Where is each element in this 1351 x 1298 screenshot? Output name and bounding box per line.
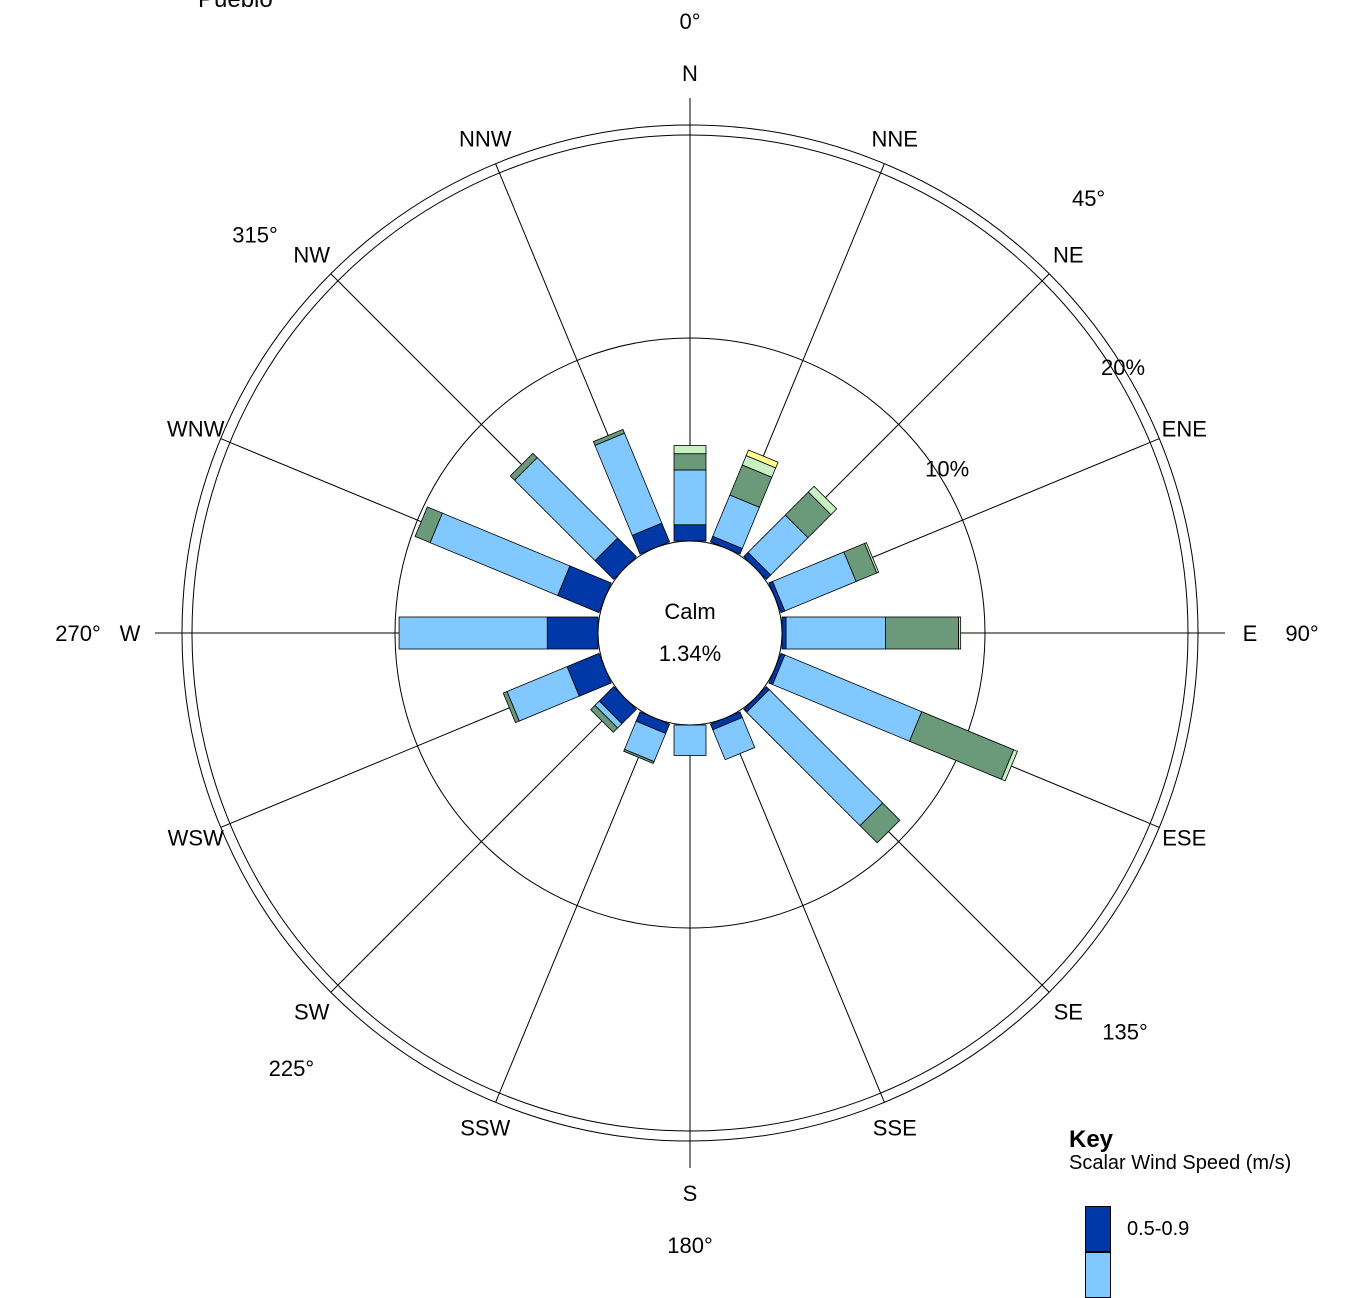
bar-segment-S-0.9-3.6 (673, 724, 707, 756)
bar-segment-E-5.7-8.8 (958, 616, 962, 650)
angle-label-135: 135° (1102, 1020, 1148, 1045)
bar-segment-WNW-0.9-3.6 (429, 512, 571, 597)
bar-segment-WSW-3.6-5.7 (502, 690, 520, 724)
legend: Key Scalar Wind Speed (m/s) 0.5-0.9 (1069, 1126, 1292, 1298)
legend-item-label: 0.5-0.9 (1127, 1217, 1190, 1240)
bar-N (673, 445, 707, 542)
direction-label-ESE: ESE (1162, 826, 1206, 851)
direction-label-S: S (683, 1181, 698, 1206)
calm-label: Calm (664, 599, 715, 624)
legend-subtitle: Scalar Wind Speed (m/s) (1069, 1152, 1292, 1174)
direction-label-SE: SE (1054, 999, 1083, 1024)
bar-segment-N-5.7-8.8 (673, 445, 707, 455)
direction-label-NW: NW (293, 243, 330, 268)
direction-label-NNW: NNW (459, 127, 512, 152)
bar-segment-NW-3.6-5.7 (509, 452, 538, 481)
direction-label-W: W (120, 621, 141, 646)
bar-segment-E-0.5-0.9 (781, 616, 787, 650)
direction-label-ENE: ENE (1162, 416, 1207, 441)
bar-segment-ESE-5.7-8.8 (1000, 749, 1018, 782)
bar-segment-SSW-3.6-5.7 (623, 748, 655, 765)
angle-label-90: 90° (1285, 621, 1318, 646)
bar-ENE (768, 542, 880, 614)
bar-SE (743, 686, 901, 844)
legend-item: 0.5-0.9 (1085, 1206, 1189, 1252)
angle-label-180: 180° (667, 1233, 713, 1256)
angle-label-315: 315° (232, 222, 278, 247)
bar-segment-W-0.5-0.9 (546, 616, 599, 650)
angle-label-270: 270° (55, 621, 101, 646)
bar-E (781, 616, 962, 650)
angle-label-225: 225° (269, 1056, 315, 1081)
direction-labels: N NNE NE ENE E ESE SE SSE S SSW SW WSW W WNW NW NNW (120, 61, 1258, 1206)
bar-segment-N-0.9-3.6 (673, 469, 707, 526)
calm-circle (597, 540, 783, 726)
bar-NNE (709, 449, 779, 555)
bar-S (673, 724, 707, 756)
bar-WSW (502, 652, 612, 724)
bar-NW (509, 452, 637, 580)
bar-segment-SSE-0.9-3.6 (712, 716, 756, 761)
wind-rose-chart: Calm 1.34% 10% 20% N NNE NE ENE E ESE SE SSE S SSW… (55, 9, 1318, 1256)
legend-swatch (1085, 1206, 1111, 1252)
bar-segment-SE-3.6-5.7 (859, 802, 901, 844)
bar-segment-N-0.5-0.9 (673, 524, 707, 542)
angle-label-45: 45° (1072, 186, 1105, 211)
bar-segment-E-3.6-5.7 (885, 616, 960, 650)
bar-segment-NNW-3.6-5.7 (592, 428, 626, 446)
ring-labels: 10% 20% (925, 355, 1145, 482)
bar-segment-N-3.6-5.7 (673, 453, 707, 471)
bar-W (398, 616, 599, 650)
bar-NE (743, 485, 838, 580)
calm-value: 1.34% (659, 641, 721, 666)
direction-label-SW: SW (294, 999, 330, 1024)
direction-label-WSW: WSW (168, 826, 224, 851)
bar-segment-WNW-3.6-5.7 (414, 506, 443, 544)
bar-segment-NNE-8.8-11.1 (745, 449, 779, 469)
bar-segment-NNW-0.9-3.6 (594, 432, 663, 536)
spoke-SSE (724, 717, 885, 1103)
bar-SSE (709, 711, 756, 761)
wind-rose-bars (398, 428, 1018, 844)
bar-segment-E-0.9-3.6 (785, 616, 886, 650)
direction-label-E: E (1243, 621, 1258, 646)
ring-label-10: 10% (925, 457, 969, 482)
legend-item-next (1085, 1252, 1111, 1298)
direction-label-NE: NE (1053, 243, 1084, 268)
chart-title: Pueblo (198, 0, 273, 14)
direction-label-SSW: SSW (460, 1115, 510, 1140)
bar-SSW (623, 711, 671, 765)
bar-segment-WSW-0.9-3.6 (506, 666, 580, 722)
legend-swatch-next (1085, 1252, 1111, 1298)
ring-label-20: 20% (1101, 355, 1145, 380)
bar-segment-NW-0.9-3.6 (514, 457, 619, 562)
legend-title: Key (1069, 1126, 1114, 1153)
angle-label-0: 0° (679, 9, 700, 34)
direction-label-NNE: NNE (872, 127, 918, 152)
spoke-SSW (495, 717, 656, 1103)
direction-label-N: N (682, 61, 698, 86)
bar-segment-SW-3.6-5.7 (590, 704, 619, 733)
bar-ESE (768, 652, 1018, 782)
spoke-SW (330, 697, 626, 993)
bar-SW (590, 686, 637, 733)
angle-labels: 0° 45° 90° 135° 180° 225° 270° 315° (55, 9, 1318, 1256)
direction-label-WNW: WNW (167, 416, 225, 441)
bar-segment-W-0.9-3.6 (398, 616, 548, 650)
bar-segment-ENE-5.7-8.8 (864, 542, 880, 574)
direction-label-SSE: SSE (873, 1115, 917, 1140)
bar-segment-ESE-3.6-5.7 (909, 711, 1015, 780)
bar-WNW (414, 506, 612, 614)
bar-segment-NE-5.7-8.8 (807, 485, 838, 516)
